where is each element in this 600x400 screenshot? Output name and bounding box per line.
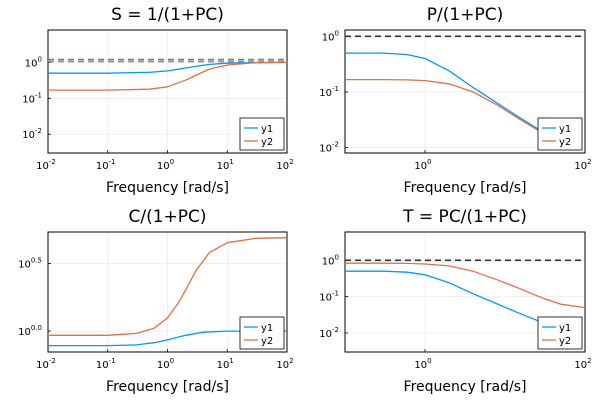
y-tick-label: 100 — [322, 29, 339, 43]
y-tick-label: 10-2 — [319, 141, 339, 155]
legend-box — [537, 316, 583, 350]
y-tick-label: 100 — [322, 253, 339, 267]
subplot-title: S = 1/(1+PC) — [111, 5, 224, 25]
x-tick-label: 10-1 — [96, 357, 116, 371]
x-tick-label: 10-2 — [36, 158, 56, 172]
x-tick-label: 102 — [574, 158, 591, 172]
legend-label-y1: y1 — [559, 124, 571, 135]
x-tick-label: 102 — [276, 158, 293, 172]
legend-label-y1: y1 — [261, 323, 273, 334]
x-tick-label: 102 — [276, 357, 293, 371]
x-tick-label: 10-2 — [36, 357, 56, 371]
y-tick-label: 100.5 — [18, 256, 42, 270]
legend-label-y2: y2 — [559, 137, 571, 148]
x-axis-label: Frequency [rad/s] — [404, 180, 527, 196]
legend-label-y2: y2 — [559, 336, 571, 347]
series-line-y1 — [48, 61, 287, 74]
y-tick-label: 10-1 — [319, 85, 339, 99]
legend-label-y2: y2 — [261, 336, 273, 347]
y-tick-label: 10-2 — [22, 127, 42, 141]
series-line-y1 — [345, 52, 562, 144]
x-tick-label: 100 — [414, 158, 431, 172]
plot-frame — [344, 29, 586, 154]
x-axis-label: Frequency [rad/s] — [106, 180, 229, 196]
y-tick-label: 100 — [25, 55, 42, 69]
legend-label-y1: y1 — [559, 323, 571, 334]
y-tick-label: 10-2 — [319, 326, 339, 340]
series-line-y2 — [48, 61, 287, 91]
x-tick-label: 100 — [157, 357, 174, 371]
series-line-y1 — [345, 270, 562, 331]
y-tick-label: 100.0 — [18, 324, 42, 338]
subplot-title: P/(1+PC) — [427, 5, 503, 25]
series-line-y2 — [345, 262, 585, 309]
subplot-4: 100 102 100 10-1 10-2 T = PC/(1+PC) Frequency … — [319, 207, 591, 395]
legend-label-y2: y2 — [261, 137, 273, 148]
legend-label-y1: y1 — [261, 124, 273, 135]
legend-box — [537, 117, 583, 151]
x-axis-label: Frequency [rad/s] — [106, 379, 229, 395]
series-line-y2 — [345, 78, 562, 144]
y-tick-label: 10-1 — [319, 290, 339, 304]
legend-box — [239, 117, 285, 151]
y-tick-label: 10-1 — [22, 91, 42, 105]
x-tick-label: 10-1 — [96, 158, 116, 172]
series-line-y2 — [48, 237, 287, 336]
subplot-3: 10-2 10-1 100 101 102 100.5 100.0 C/(1+PC) Frequ… — [18, 207, 293, 395]
subplot-1: 10-2 10-1 100 101 102 100 10-1 10-2 S = 1/(1+PC)… — [22, 5, 293, 196]
subplot-title: T = PC/(1+PC) — [402, 207, 527, 227]
subplot-title: C/(1+PC) — [128, 207, 206, 227]
x-tick-label: 101 — [217, 357, 234, 371]
x-tick-label: 102 — [574, 357, 591, 371]
x-tick-label: 100 — [157, 158, 174, 172]
legend-box — [239, 316, 285, 350]
subplot-2: 100 102 100 10-1 10-2 P/(1+PC) Frequency [rad/… — [319, 5, 591, 196]
x-tick-label: 101 — [217, 158, 234, 172]
plot-frame — [344, 231, 586, 353]
x-axis-label: Frequency [rad/s] — [404, 379, 527, 395]
x-tick-label: 100 — [414, 357, 431, 371]
